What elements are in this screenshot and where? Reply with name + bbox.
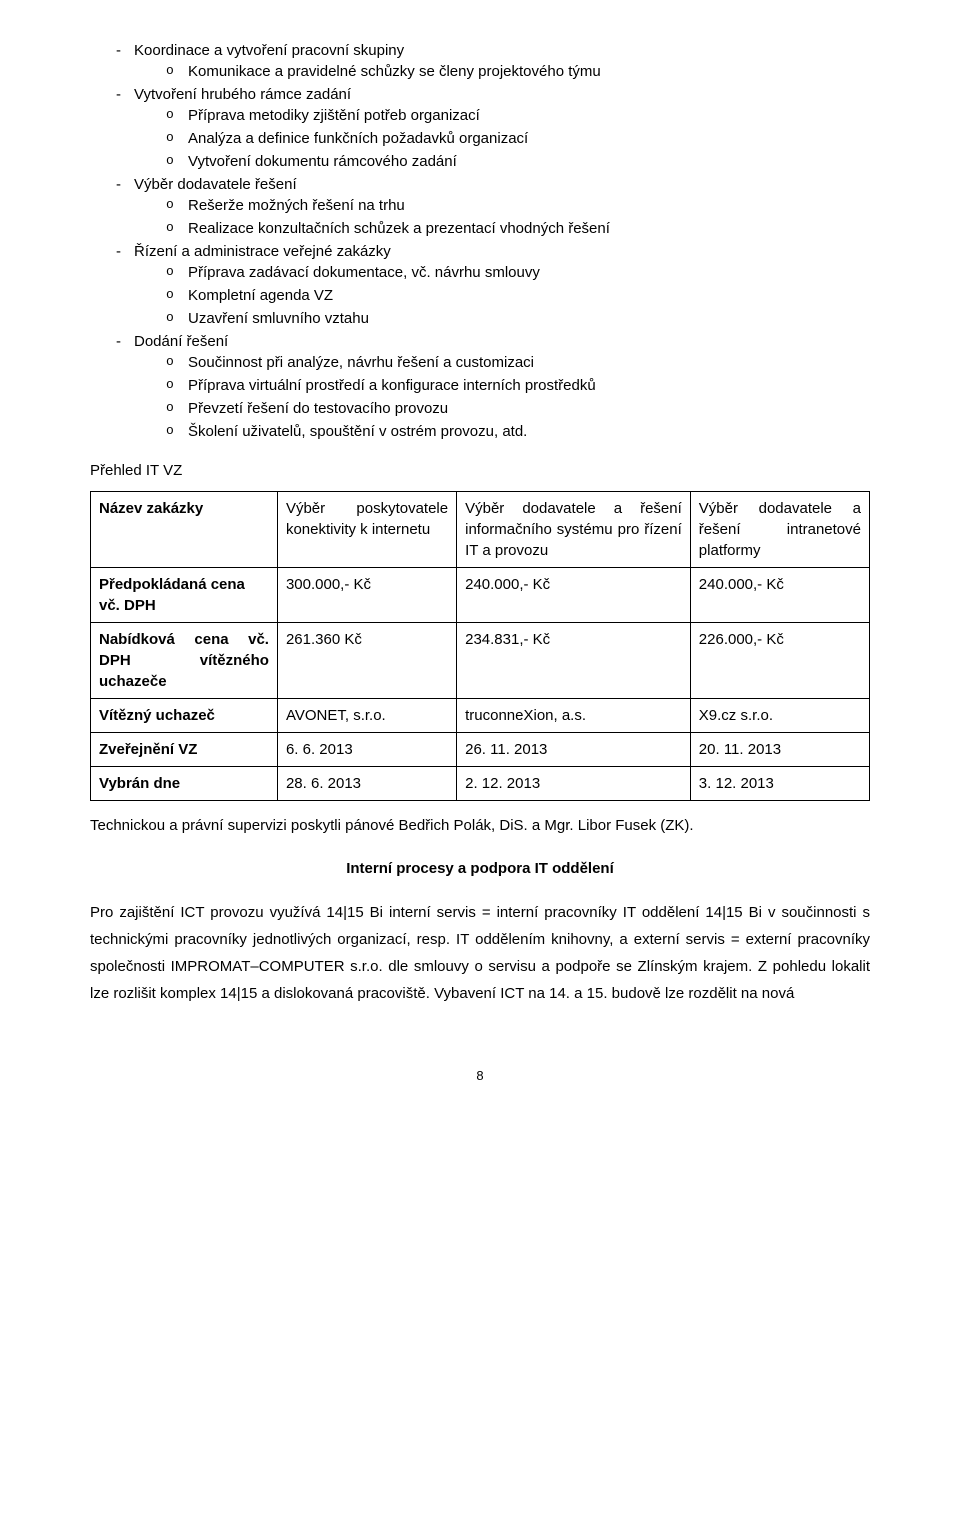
list-text: Uzavření smluvního vztahu: [188, 310, 369, 327]
list-item: Vytvoření dokumentu rámcového zadání: [166, 151, 870, 172]
table-cell: 226.000,- Kč: [690, 623, 869, 699]
table-row: Vybrán dne 28. 6. 2013 2. 12. 2013 3. 12…: [91, 767, 870, 801]
list-text: Výběr dodavatele řešení: [134, 176, 297, 193]
body-paragraph: Pro zajištění ICT provozu využívá 14|15 …: [90, 899, 870, 1007]
list-text: Školení uživatelů, spouštění v ostrém pr…: [188, 423, 527, 440]
table-cell: 240.000,- Kč: [690, 568, 869, 623]
table-cell: 261.360 Kč: [277, 623, 456, 699]
sub-list: Příprava zadávací dokumentace, vč. návrh…: [134, 262, 870, 329]
list-item: Příprava metodiky zjištění potřeb organi…: [166, 105, 870, 126]
table-cell: 234.831,- Kč: [457, 623, 691, 699]
table-cell: Vybrán dne: [91, 767, 278, 801]
table-cell: 3. 12. 2013: [690, 767, 869, 801]
list-text: Převzetí řešení do testovacího provozu: [188, 400, 448, 417]
list-item: Komunikace a pravidelné schůzky se členy…: [166, 61, 870, 82]
list-item: Analýza a definice funkčních požadavků o…: [166, 128, 870, 149]
table-cell: 300.000,- Kč: [277, 568, 456, 623]
list-item: Příprava virtuální prostředí a konfigura…: [166, 375, 870, 396]
list-item: Výběr dodavatele řešení Rešerže možných …: [116, 174, 870, 239]
table-cell: 240.000,- Kč: [457, 568, 691, 623]
supervision-paragraph: Technickou a právní supervizi poskytli p…: [90, 815, 870, 836]
list-item: Koordinace a vytvoření pracovní skupiny …: [116, 40, 870, 82]
list-text: Řízení a administrace veřejné zakázky: [134, 243, 391, 260]
overview-table: Název zakázky Výběr poskytovatele konekt…: [90, 491, 870, 801]
list-item: Školení uživatelů, spouštění v ostrém pr…: [166, 421, 870, 442]
table-cell: Výběr poskytovatele konektivity k intern…: [277, 492, 456, 568]
list-item: Příprava zadávací dokumentace, vč. návrh…: [166, 262, 870, 283]
table-heading: Přehled IT VZ: [90, 460, 870, 481]
list-item: Řízení a administrace veřejné zakázky Př…: [116, 241, 870, 329]
list-text: Příprava zadávací dokumentace, vč. návrh…: [188, 264, 540, 281]
table-cell: AVONET, s.r.o.: [277, 699, 456, 733]
table-row: Zveřejnění VZ 6. 6. 2013 26. 11. 2013 20…: [91, 733, 870, 767]
list-text: Vytvoření dokumentu rámcového zadání: [188, 153, 457, 170]
list-text: Dodání řešení: [134, 333, 228, 350]
list-text: Realizace konzultačních schůzek a prezen…: [188, 220, 610, 237]
table-cell: 20. 11. 2013: [690, 733, 869, 767]
sub-list: Komunikace a pravidelné schůzky se členy…: [134, 61, 870, 82]
table-row: Název zakázky Výběr poskytovatele konekt…: [91, 492, 870, 568]
list-item: Realizace konzultačních schůzek a prezen…: [166, 218, 870, 239]
table-cell: Nabídková cena vč. DPH vítězného uchazeč…: [91, 623, 278, 699]
table-cell: Výběr dodavatele a řešení intranetové pl…: [690, 492, 869, 568]
list-text: Kompletní agenda VZ: [188, 287, 333, 304]
table-cell: 28. 6. 2013: [277, 767, 456, 801]
table-cell: Předpokládaná cena vč. DPH: [91, 568, 278, 623]
list-text: Komunikace a pravidelné schůzky se členy…: [188, 63, 601, 80]
table-cell: truconneXion, a.s.: [457, 699, 691, 733]
table-cell: Vítězný uchazeč: [91, 699, 278, 733]
list-text: Koordinace a vytvoření pracovní skupiny: [134, 42, 404, 59]
list-item: Dodání řešení Součinnost při analýze, ná…: [116, 331, 870, 442]
table-row: Nabídková cena vč. DPH vítězného uchazeč…: [91, 623, 870, 699]
table-cell: 2. 12. 2013: [457, 767, 691, 801]
list-item: Převzetí řešení do testovacího provozu: [166, 398, 870, 419]
list-item: Uzavření smluvního vztahu: [166, 308, 870, 329]
sub-list: Součinnost při analýze, návrhu řešení a …: [134, 352, 870, 442]
page-number: 8: [90, 1067, 870, 1085]
section-heading: Interní procesy a podpora IT oddělení: [90, 858, 870, 879]
table-cell: Název zakázky: [91, 492, 278, 568]
table-row: Vítězný uchazeč AVONET, s.r.o. truconneX…: [91, 699, 870, 733]
list-text: Rešerže možných řešení na trhu: [188, 197, 405, 214]
list-item: Vytvoření hrubého rámce zadání Příprava …: [116, 84, 870, 172]
outline-list: Koordinace a vytvoření pracovní skupiny …: [90, 40, 870, 442]
list-item: Rešerže možných řešení na trhu: [166, 195, 870, 216]
list-item: Součinnost při analýze, návrhu řešení a …: [166, 352, 870, 373]
sub-list: Rešerže možných řešení na trhu Realizace…: [134, 195, 870, 239]
table-cell: 26. 11. 2013: [457, 733, 691, 767]
table-cell: X9.cz s.r.o.: [690, 699, 869, 733]
table-row: Předpokládaná cena vč. DPH 300.000,- Kč …: [91, 568, 870, 623]
list-text: Analýza a definice funkčních požadavků o…: [188, 130, 528, 147]
table-cell: 6. 6. 2013: [277, 733, 456, 767]
list-text: Příprava virtuální prostředí a konfigura…: [188, 377, 596, 394]
list-text: Vytvoření hrubého rámce zadání: [134, 86, 351, 103]
list-item: Kompletní agenda VZ: [166, 285, 870, 306]
list-text: Součinnost při analýze, návrhu řešení a …: [188, 354, 534, 371]
table-cell: Zveřejnění VZ: [91, 733, 278, 767]
table-cell: Výběr dodavatele a řešení informačního s…: [457, 492, 691, 568]
list-text: Příprava metodiky zjištění potřeb organi…: [188, 107, 480, 124]
sub-list: Příprava metodiky zjištění potřeb organi…: [134, 105, 870, 172]
